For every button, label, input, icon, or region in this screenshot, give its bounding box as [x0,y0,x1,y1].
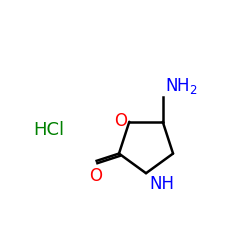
Text: O: O [89,167,102,185]
Text: O: O [114,112,127,130]
Text: HCl: HCl [34,121,65,139]
Text: NH: NH [149,175,174,193]
Text: NH$_2$: NH$_2$ [165,76,198,96]
